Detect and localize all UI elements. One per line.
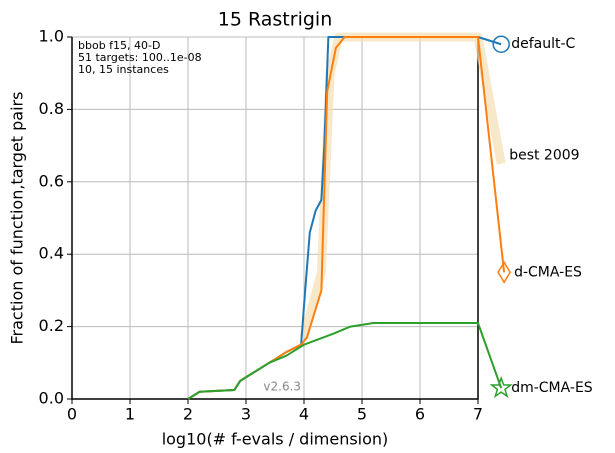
series-line	[187, 36, 506, 400]
y-tick-label: 0.0	[39, 389, 64, 408]
chart-title: 15 Rastrigin	[218, 9, 332, 31]
marker	[497, 260, 511, 284]
x-axis-label: log10(# f-evals / dimension)	[162, 430, 389, 449]
legend-label: dm-CMA-ES	[511, 380, 593, 396]
x-tick-label: 2	[183, 405, 193, 424]
x-tick-label: 5	[357, 405, 367, 424]
y-tick-label: 0.8	[39, 99, 64, 118]
marker	[492, 35, 510, 53]
series-line	[187, 321, 503, 400]
version-label: v2.6.3	[263, 380, 301, 394]
legend-label: default-C	[511, 36, 575, 52]
x-tick-label: 1	[125, 405, 135, 424]
x-tick-label: 6	[415, 405, 425, 424]
x-tick-label: 7	[473, 405, 483, 424]
legend-label: best 2009	[509, 148, 579, 164]
y-tick-label: 1.0	[39, 27, 64, 46]
x-tick-label: 4	[299, 405, 309, 424]
legend-label: d-CMA-ES	[514, 264, 582, 280]
x-tick-label: 3	[241, 405, 251, 424]
x-tick-label: 0	[67, 405, 77, 424]
annotation: 51 targets: 100..1e-08	[78, 51, 202, 64]
y-tick-label: 0.6	[39, 171, 64, 190]
axes-frame	[71, 37, 479, 400]
series-line	[187, 36, 502, 400]
y-tick-label: 0.2	[39, 316, 64, 335]
annotation: 10, 15 instances	[78, 63, 169, 76]
annotation: bbob f15, 40-D	[78, 39, 160, 52]
y-tick-label: 0.4	[39, 244, 64, 263]
y-axis-label: Fraction of function,target pairs	[8, 92, 27, 345]
marker	[489, 375, 513, 399]
series-line	[299, 32, 506, 339]
